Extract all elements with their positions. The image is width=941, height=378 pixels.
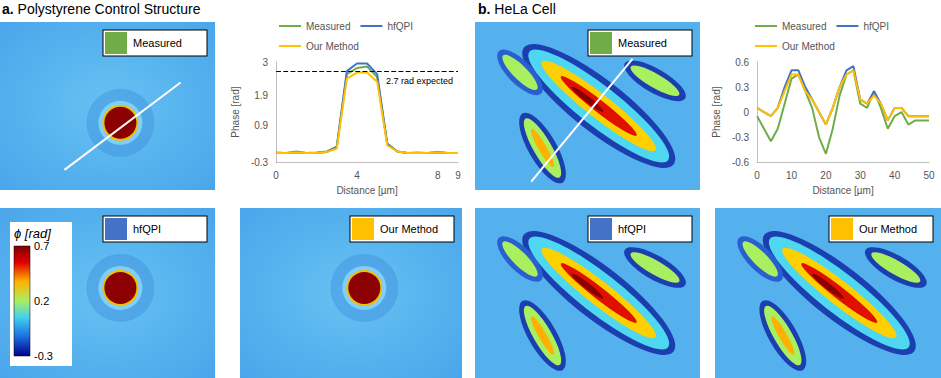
svg-text:Measured: Measured <box>133 37 182 49</box>
svg-text:0.6: 0.6 <box>735 57 749 68</box>
svg-text:0.3: 0.3 <box>735 82 749 93</box>
svg-text:hfQPI: hfQPI <box>387 21 413 32</box>
svg-text:Measured: Measured <box>782 21 826 32</box>
svg-text:hfQPI: hfQPI <box>863 21 889 32</box>
svg-text:Distance [µm]: Distance [µm] <box>336 185 398 196</box>
svg-text:Measured: Measured <box>618 37 667 49</box>
svg-text:0.9: 0.9 <box>254 120 268 131</box>
svg-text:10: 10 <box>786 170 798 181</box>
svg-text:Phase [rad]: Phase [rad] <box>230 86 241 137</box>
svg-text:30: 30 <box>855 170 867 181</box>
svg-text:Our Method: Our Method <box>380 223 438 235</box>
svg-text:0: 0 <box>754 170 760 181</box>
svg-text:Measured: Measured <box>306 21 350 32</box>
svg-text:2.7 rad expected: 2.7 rad expected <box>386 76 453 86</box>
svg-text:1.9: 1.9 <box>254 90 268 101</box>
svg-text:ϕ [rad]: ϕ [rad] <box>14 226 51 241</box>
svg-text:Phase [rad]: Phase [rad] <box>711 86 722 137</box>
svg-text:Our Method: Our Method <box>306 41 359 52</box>
svg-text:0.7: 0.7 <box>34 240 49 252</box>
svg-text:a. Polystyrene Control Structu: a. Polystyrene Control Structure <box>2 1 201 17</box>
svg-text:hfQPI: hfQPI <box>618 223 646 235</box>
svg-text:Distance [µm]: Distance [µm] <box>812 185 874 196</box>
svg-text:0: 0 <box>744 107 750 118</box>
svg-text:0: 0 <box>273 170 279 181</box>
svg-text:8: 8 <box>435 170 441 181</box>
svg-text:4: 4 <box>354 170 360 181</box>
svg-text:hfQPI: hfQPI <box>133 223 161 235</box>
svg-text:-0.3: -0.3 <box>34 350 53 362</box>
svg-text:-0.3: -0.3 <box>251 157 269 168</box>
svg-text:b. HeLa Cell: b. HeLa Cell <box>478 1 556 17</box>
svg-text:Our Method: Our Method <box>859 223 917 235</box>
svg-text:Our Method: Our Method <box>782 41 835 52</box>
svg-text:40: 40 <box>889 170 901 181</box>
svg-text:3: 3 <box>263 57 269 68</box>
svg-text:-0.3: -0.3 <box>732 132 750 143</box>
svg-text:9: 9 <box>455 170 461 181</box>
svg-text:20: 20 <box>820 170 832 181</box>
svg-text:50: 50 <box>923 170 935 181</box>
svg-text:-0.6: -0.6 <box>732 157 750 168</box>
svg-text:0.2: 0.2 <box>34 295 49 307</box>
